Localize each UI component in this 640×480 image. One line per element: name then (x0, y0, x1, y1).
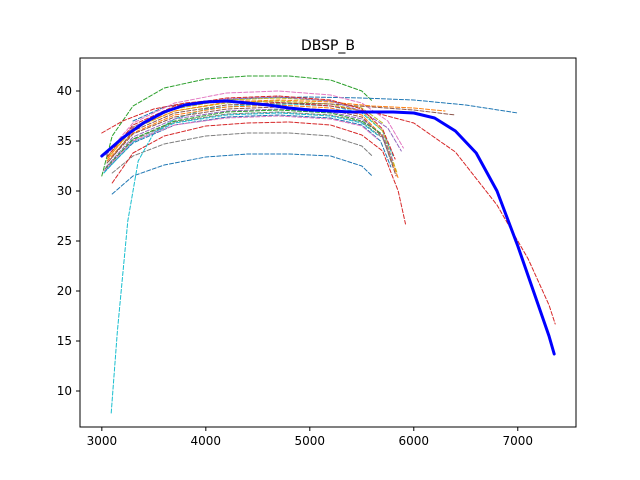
x-tick-label: 6000 (399, 434, 430, 448)
series-line-2 (111, 153, 373, 195)
x-tick-label: 5000 (295, 434, 326, 448)
series-line-14 (104, 114, 392, 172)
series-line-15 (104, 109, 381, 170)
plot-frame (79, 57, 577, 428)
y-tick-label: 15 (57, 334, 72, 348)
series-line-4 (111, 121, 406, 225)
x-tick-label: 4000 (191, 434, 222, 448)
y-tick-label: 30 (57, 184, 72, 198)
series-line-7 (101, 100, 556, 325)
series-line-22 (106, 95, 396, 160)
y-tick-label: 40 (57, 84, 72, 98)
series-line-13 (105, 111, 394, 170)
y-tick-label: 10 (57, 384, 72, 398)
series-line-17 (103, 115, 378, 172)
series-line-8 (106, 90, 404, 154)
y-tick-label: 20 (57, 284, 72, 298)
axes-layer: 3000 4000 5000 6000 7000 10 15 20 25 30 35 40 (57, 57, 577, 448)
series-line-bold (100, 99, 556, 356)
series-line-9 (106, 100, 398, 174)
series-layer (100, 75, 556, 414)
y-tick-label: 35 (57, 134, 72, 148)
chart-title: DBSP_B (301, 38, 355, 54)
series-line-20 (108, 102, 456, 162)
x-tick-label: 3000 (87, 434, 118, 448)
x-tick-label: 7000 (502, 434, 533, 448)
y-tick-label: 25 (57, 234, 72, 248)
